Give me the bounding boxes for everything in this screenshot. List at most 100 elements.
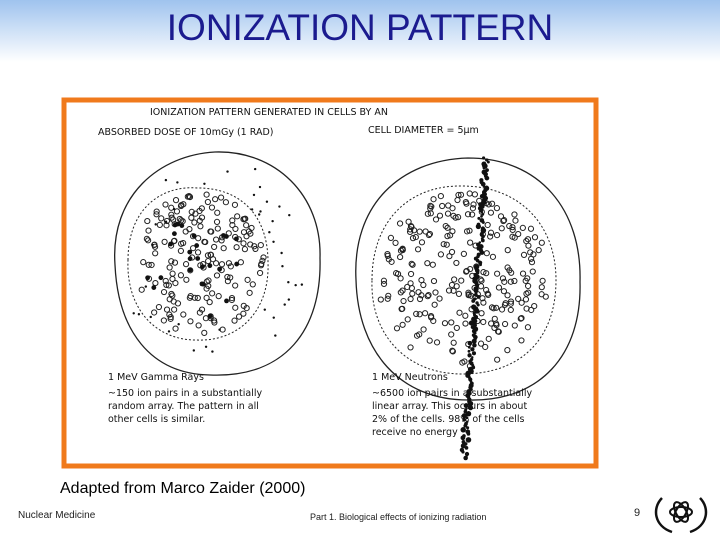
neutron-track — [477, 216, 481, 220]
neutron-track — [466, 426, 470, 430]
ion-cluster — [399, 305, 406, 312]
ion-pair — [257, 213, 261, 216]
neutron-track — [470, 347, 475, 352]
ion-cluster — [153, 208, 160, 215]
ion-pair — [207, 263, 213, 269]
neutron-track — [482, 166, 486, 170]
ion-cluster — [407, 344, 414, 351]
ion-cluster — [528, 259, 536, 266]
ion-cluster — [430, 277, 438, 285]
ion-pair — [252, 193, 256, 197]
ion-cluster — [206, 299, 213, 306]
neutron-track — [463, 403, 469, 409]
ion-pair — [164, 178, 168, 182]
ion-cluster — [229, 217, 236, 224]
cell-label: 1 MeV Gamma Rays — [108, 372, 204, 383]
ion-cluster — [494, 270, 501, 277]
ion-pair — [258, 185, 262, 189]
neutron-track — [476, 303, 480, 307]
ion-pair — [288, 213, 291, 217]
ion-cluster — [487, 233, 494, 240]
ion-cluster — [246, 289, 253, 296]
ion-cluster — [527, 225, 535, 232]
ion-cluster — [138, 286, 145, 293]
ion-cluster — [462, 320, 469, 327]
ion-cluster — [186, 294, 193, 301]
ion-pair — [281, 264, 284, 268]
ion-cluster — [173, 208, 181, 215]
ion-pair — [278, 205, 281, 208]
neutron-track — [460, 435, 466, 441]
ion-cluster — [399, 287, 406, 294]
neutron-track — [484, 175, 490, 181]
ion-cluster — [215, 293, 222, 300]
ion-cluster — [477, 276, 484, 283]
ion-cluster — [201, 329, 208, 336]
ion-cluster — [437, 251, 445, 258]
neutron-track — [480, 211, 484, 214]
ion-cluster — [397, 289, 404, 296]
ion-cluster — [538, 239, 545, 246]
footer-center: Part 1. Biological effects of ionizing r… — [310, 512, 486, 522]
ion-cluster — [203, 191, 210, 198]
neutron-track — [471, 299, 476, 303]
ion-cluster — [446, 232, 454, 239]
neutron-track — [472, 342, 477, 348]
ion-cluster — [416, 295, 424, 303]
ion-cluster — [454, 196, 461, 204]
ion-cluster — [517, 315, 524, 322]
ion-cluster — [195, 235, 202, 242]
ion-cluster — [232, 304, 239, 311]
ion-cluster — [155, 303, 163, 311]
ion-cluster — [484, 221, 491, 229]
ion-cluster — [393, 325, 401, 332]
neutron-track — [475, 282, 479, 287]
ion-cluster — [522, 296, 530, 303]
ion-cluster — [237, 259, 244, 266]
cell-outline — [114, 151, 321, 376]
ion-cluster — [449, 347, 456, 354]
ion-cluster — [420, 326, 427, 333]
ion-cluster — [518, 337, 525, 344]
ion-cluster — [507, 298, 515, 305]
ion-cluster — [397, 275, 404, 282]
ion-cluster — [467, 265, 474, 273]
neutron-track — [475, 271, 480, 275]
ion-cluster — [243, 304, 250, 312]
ion-cluster — [224, 278, 232, 285]
ion-pair — [167, 330, 171, 333]
neutron-track — [482, 156, 486, 160]
ion-cluster — [500, 217, 507, 225]
neutron-track — [467, 349, 471, 353]
ion-cluster — [380, 280, 388, 288]
ion-pair — [145, 275, 151, 281]
ion-cluster — [208, 204, 216, 211]
neutron-track — [460, 443, 466, 449]
ion-cluster — [422, 228, 429, 235]
logo-laurel — [689, 497, 708, 534]
neutron-track — [465, 416, 469, 420]
ion-cluster — [518, 299, 525, 306]
ion-cluster — [231, 317, 238, 324]
ion-cluster — [456, 309, 463, 316]
ion-cluster — [424, 260, 431, 267]
nucleus-outline — [127, 187, 269, 341]
ion-cluster — [178, 201, 185, 209]
ion-cluster — [143, 235, 150, 242]
ion-cluster — [222, 199, 230, 206]
ion-cluster — [448, 319, 455, 326]
ion-cluster — [522, 277, 529, 284]
ion-pair — [280, 251, 283, 255]
ion-cluster — [432, 216, 440, 223]
ion-cluster — [466, 190, 473, 197]
ion-cluster — [511, 322, 518, 329]
ion-cluster — [458, 277, 465, 284]
ion-cluster — [483, 270, 490, 277]
ion-cluster — [538, 284, 545, 291]
ion-cluster — [437, 193, 444, 200]
ion-cluster — [504, 247, 511, 254]
ion-cluster — [153, 211, 160, 218]
figure-heading: IONIZATION PATTERN GENERATED IN CELLS BY… — [150, 107, 388, 118]
ion-cluster — [151, 309, 158, 316]
